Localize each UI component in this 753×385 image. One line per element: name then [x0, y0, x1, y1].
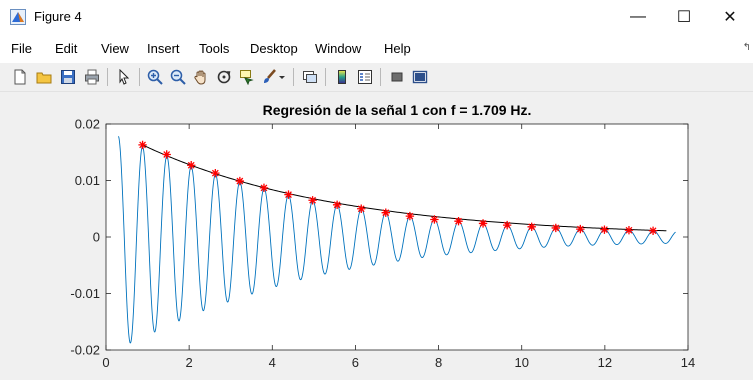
- y-tick-label: 0: [93, 230, 100, 245]
- chart-title: Regresión de la señal 1 con f = 1.709 Hz…: [263, 102, 532, 118]
- matlab-figure-icon: [10, 9, 26, 25]
- maximize-icon: ☐: [676, 9, 692, 26]
- x-tick-label: 6: [352, 355, 359, 370]
- figure-toolbar: [0, 63, 753, 92]
- y-tick-label: 0.02: [75, 117, 100, 132]
- figure-canvas: Regresión de la señal 1 con f = 1.709 Hz…: [0, 92, 753, 380]
- menu-edit[interactable]: Edit: [55, 41, 78, 56]
- peak-marker: [284, 190, 293, 199]
- signal-line: [118, 136, 676, 344]
- rotate-3d-icon[interactable]: [215, 68, 233, 86]
- zoom-in-icon[interactable]: [146, 68, 164, 86]
- peak-marker: [357, 204, 366, 213]
- hide-plot-tools-icon[interactable]: [388, 68, 406, 86]
- plot-svg[interactable]: Regresión de la señal 1 con f = 1.709 Hz…: [0, 92, 753, 380]
- toolbar-separator: [380, 68, 381, 86]
- show-plot-tools-icon[interactable]: [411, 68, 429, 86]
- x-tick-label: 8: [435, 355, 442, 370]
- peak-marker: [187, 161, 196, 170]
- new-figure-icon[interactable]: [11, 68, 29, 86]
- axes-background: [106, 124, 688, 350]
- data-cursor-icon[interactable]: [238, 68, 256, 86]
- toolbar-separator: [325, 68, 326, 86]
- peak-marker: [551, 223, 561, 233]
- peak-marker: [527, 222, 536, 232]
- minimize-icon: —: [630, 8, 646, 25]
- toolbar-separator: [293, 68, 294, 86]
- peak-marker: [648, 226, 658, 235]
- menu-view[interactable]: View: [101, 41, 129, 56]
- zoom-out-icon[interactable]: [169, 68, 187, 86]
- y-tick-label: -0.02: [70, 343, 100, 358]
- peak-marker: [478, 219, 488, 228]
- x-tick-label: 2: [186, 355, 193, 370]
- peak-marker: [624, 226, 634, 235]
- maximize-button[interactable]: ☐: [661, 0, 707, 34]
- menu-tools[interactable]: Tools: [199, 41, 230, 56]
- menu-file[interactable]: File: [11, 41, 32, 56]
- signal-layer: [118, 136, 676, 344]
- brush-dropdown-icon[interactable]: [277, 68, 287, 86]
- close-icon: ✕: [723, 9, 737, 26]
- marker-layer: [138, 140, 658, 235]
- menu-desktop[interactable]: Desktop: [250, 41, 298, 56]
- x-tick-label: 12: [598, 355, 612, 370]
- print-icon[interactable]: [83, 68, 101, 86]
- x-tick-label: 10: [514, 355, 528, 370]
- window-title: Figure 4: [34, 9, 82, 24]
- peak-marker: [162, 150, 171, 159]
- peak-marker: [576, 224, 585, 234]
- peak-marker: [502, 220, 512, 230]
- peak-marker: [381, 208, 390, 217]
- menu-window[interactable]: Window: [315, 41, 362, 56]
- save-icon[interactable]: [59, 68, 77, 86]
- pan-icon[interactable]: [192, 68, 210, 86]
- pointer-icon[interactable]: [115, 68, 133, 86]
- x-tick-label: 14: [681, 355, 695, 370]
- close-button[interactable]: ✕: [707, 0, 753, 34]
- title-bar: Figure 4 — ☐ ✕: [0, 0, 753, 34]
- brush-icon[interactable]: [260, 68, 278, 86]
- menu-overflow-icon[interactable]: ↰: [742, 42, 751, 53]
- insert-legend-icon[interactable]: [356, 68, 374, 86]
- peak-marker: [259, 183, 269, 193]
- peak-marker: [332, 200, 342, 209]
- peak-marker: [308, 196, 317, 205]
- peak-marker: [600, 225, 609, 234]
- menu-bar: File Edit View Insert Tools Desktop Wind…: [0, 38, 753, 60]
- peak-marker: [235, 176, 245, 186]
- toolbar-separator: [139, 68, 140, 86]
- menu-help[interactable]: Help: [384, 41, 411, 56]
- peak-marker: [430, 215, 439, 224]
- y-tick-label: -0.01: [70, 286, 100, 301]
- link-plot-icon[interactable]: [301, 68, 319, 86]
- peak-marker: [454, 216, 463, 226]
- x-tick-label: 0: [102, 355, 109, 370]
- toolbar-separator: [107, 68, 108, 86]
- peak-marker: [211, 168, 220, 178]
- minimize-button[interactable]: —: [615, 0, 661, 34]
- y-tick-label: 0.01: [75, 173, 100, 188]
- insert-colorbar-icon[interactable]: [333, 68, 351, 86]
- x-tick-label: 4: [269, 355, 276, 370]
- tick-layer: 0 2 4 6 8 10 12 14 0.02 0.01 0 -0.01 -0.02: [70, 117, 695, 371]
- peak-marker: [405, 211, 415, 221]
- menu-insert[interactable]: Insert: [147, 41, 180, 56]
- peak-marker: [138, 140, 147, 150]
- open-file-icon[interactable]: [35, 68, 53, 86]
